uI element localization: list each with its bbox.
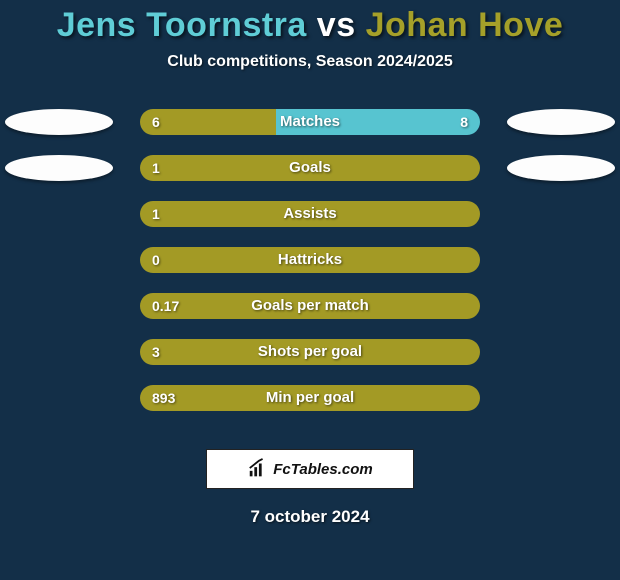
page-title: Jens Toornstra vs Johan Hove: [0, 6, 620, 45]
bar-fill-player1: [140, 293, 480, 319]
bar-fill-player1: [140, 155, 480, 181]
player1-value-ellipse: [5, 155, 113, 181]
bar-fill-player1: [140, 339, 480, 365]
stat-value-left: 0.17: [152, 293, 179, 319]
badge-text: FcTables.com: [273, 461, 372, 478]
stat-row: 3Shots per goal: [0, 339, 620, 385]
stat-value-left: 0: [152, 247, 160, 273]
bar-fill-player1: [140, 247, 480, 273]
player2-value-ellipse: [507, 155, 615, 181]
chart-icon: [247, 458, 269, 480]
date-label: 7 october 2024: [0, 507, 620, 527]
stat-value-left: 3: [152, 339, 160, 365]
stat-row: 0.17Goals per match: [0, 293, 620, 339]
stat-value-left: 1: [152, 201, 160, 227]
stat-value-left: 6: [152, 109, 160, 135]
stats-list: 68Matches1Goals1Assists0Hattricks0.17Goa…: [0, 109, 620, 431]
player1-value-ellipse: [5, 109, 113, 135]
bar-fill-player2: [276, 109, 480, 135]
stat-bar: 68Matches: [140, 109, 480, 135]
stat-bar: 3Shots per goal: [140, 339, 480, 365]
bar-fill-player1: [140, 385, 480, 411]
stat-value-left: 893: [152, 385, 175, 411]
fctables-badge[interactable]: FcTables.com: [206, 449, 414, 489]
bar-fill-player1: [140, 109, 276, 135]
stat-bar: 893Min per goal: [140, 385, 480, 411]
player1-name: Jens Toornstra: [57, 6, 307, 44]
player2-name: Johan Hove: [366, 6, 564, 44]
stat-row: 1Goals: [0, 155, 620, 201]
stat-bar: 1Assists: [140, 201, 480, 227]
stat-bar: 0.17Goals per match: [140, 293, 480, 319]
subtitle: Club competitions, Season 2024/2025: [0, 53, 620, 71]
bar-fill-player1: [140, 201, 480, 227]
stat-value-right: 8: [460, 109, 468, 135]
vs-label: vs: [317, 6, 356, 44]
stat-bar: 1Goals: [140, 155, 480, 181]
player2-value-ellipse: [507, 109, 615, 135]
stat-value-left: 1: [152, 155, 160, 181]
stat-row: 1Assists: [0, 201, 620, 247]
stat-row: 0Hattricks: [0, 247, 620, 293]
stat-row: 68Matches: [0, 109, 620, 155]
stat-row: 893Min per goal: [0, 385, 620, 431]
comparison-card: Jens Toornstra vs Johan Hove Club compet…: [0, 0, 620, 580]
stat-bar: 0Hattricks: [140, 247, 480, 273]
